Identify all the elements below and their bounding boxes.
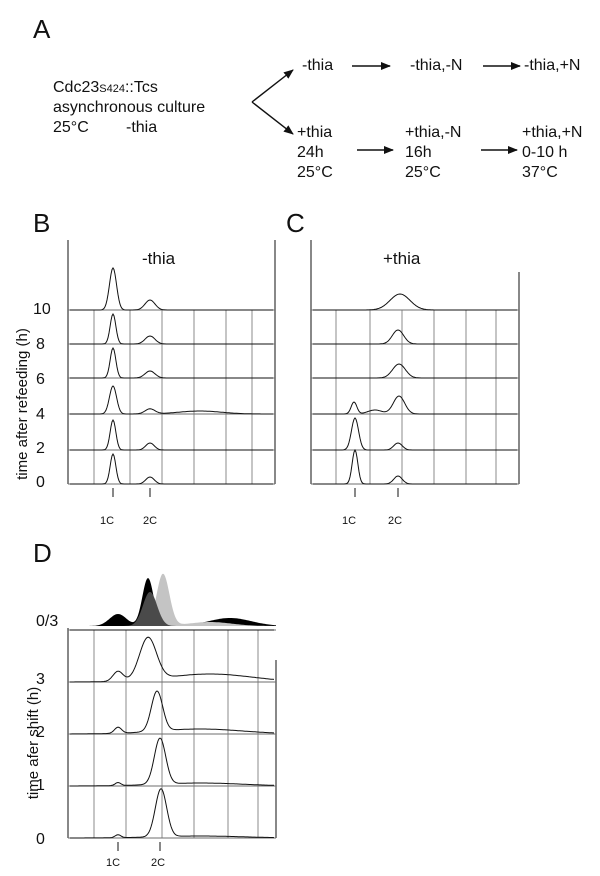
panel-d-tick-2c: 2C <box>151 857 165 869</box>
step-bottom-3-cond: +thia,+N <box>522 124 582 141</box>
histogram-trace <box>70 346 273 379</box>
culture-label: asynchronous culture <box>53 99 205 116</box>
step-bottom-1-temp: 25°C <box>297 164 333 181</box>
histogram-trace <box>70 385 273 415</box>
histogram-trace <box>313 329 517 345</box>
panel-d: D 0/3 time afer shift (h) 3 2 1 0 1C 2C <box>25 538 277 869</box>
row-label-3: 3 <box>36 671 45 688</box>
step-bottom-3-temp: 37°C <box>522 164 558 181</box>
panel-b-tick-1c: 1C <box>100 515 114 527</box>
panel-c-tick-1c: 1C <box>342 515 356 527</box>
histogram-trace <box>70 267 273 311</box>
overlay-label: 0/3 <box>36 613 58 630</box>
row-label-6: 6 <box>36 371 45 388</box>
step-bottom-2-time: 16h <box>405 144 432 161</box>
step-bottom-2-cond: +thia,-N <box>405 124 461 141</box>
panel-b: B -thia time after refeeding (h) 10 8 6 … <box>14 208 276 527</box>
step-top-1: -thia <box>302 57 333 74</box>
panel-a: A Cdc23S424::Tcs asynchronous culture 25… <box>33 14 582 181</box>
branch-arrow-down <box>251 101 294 135</box>
panel-d-tick-1c: 1C <box>106 857 120 869</box>
panel-b-title: -thia <box>142 249 176 268</box>
row-label-0: 0 <box>36 474 45 491</box>
histogram-trace <box>70 418 273 451</box>
row-label-1: 1 <box>36 777 45 794</box>
panel-b-tick-2c: 2C <box>143 515 157 527</box>
histogram-trace <box>70 788 275 839</box>
row-label-10: 10 <box>33 301 51 318</box>
row-label-2: 2 <box>36 440 45 457</box>
panel-d-ylabel: time afer shift (h) <box>25 687 42 800</box>
histogram-trace <box>70 690 274 735</box>
histogram-trace <box>70 452 273 485</box>
panel-c: C +thia 1C 2C <box>286 208 520 527</box>
strain-name: Cdc23S424::Tcs <box>53 79 158 96</box>
branch-arrow-up <box>251 69 294 103</box>
panel-d-label: D <box>33 538 52 568</box>
histogram-trace <box>70 312 273 345</box>
overlay-3h-light <box>70 573 276 626</box>
row-label-2: 2 <box>36 724 45 741</box>
panel-b-ylabel: time after refeeding (h) <box>14 328 31 480</box>
panel-b-row-labels: 10 8 6 4 2 0 <box>33 301 51 491</box>
histogram-trace <box>313 363 517 379</box>
step-top-2: -thia,-N <box>410 57 462 74</box>
histogram-trace <box>313 293 517 311</box>
start-condition: -thia <box>126 119 157 136</box>
step-top-3: -thia,+N <box>524 57 580 74</box>
histogram-trace <box>313 448 517 485</box>
panel-a-label: A <box>33 14 51 44</box>
histogram-trace <box>70 737 274 787</box>
panel-d-row-labels: 3 2 1 0 <box>36 671 45 848</box>
panel-c-label: C <box>286 208 305 238</box>
step-bottom-2-temp: 25°C <box>405 164 441 181</box>
row-label-0: 0 <box>36 831 45 848</box>
step-bottom-3-time: 0-10 h <box>522 144 567 161</box>
start-temp: 25°C <box>53 119 89 136</box>
panel-b-label: B <box>33 208 50 238</box>
panel-c-tick-2c: 2C <box>388 515 402 527</box>
row-label-4: 4 <box>36 406 45 423</box>
panel-d-overlay-histogram <box>70 573 276 626</box>
step-bottom-1-cond: +thia <box>297 124 332 141</box>
histogram-trace <box>313 417 517 451</box>
panel-c-title: +thia <box>383 249 421 268</box>
row-label-8: 8 <box>36 336 45 353</box>
step-bottom-1-time: 24h <box>297 144 324 161</box>
panel-c-histogram-stack <box>310 240 520 497</box>
panel-d-histogram-stack <box>67 628 277 851</box>
histogram-trace <box>313 395 517 415</box>
panel-b-histogram-stack <box>67 240 276 497</box>
histogram-trace <box>70 636 275 683</box>
